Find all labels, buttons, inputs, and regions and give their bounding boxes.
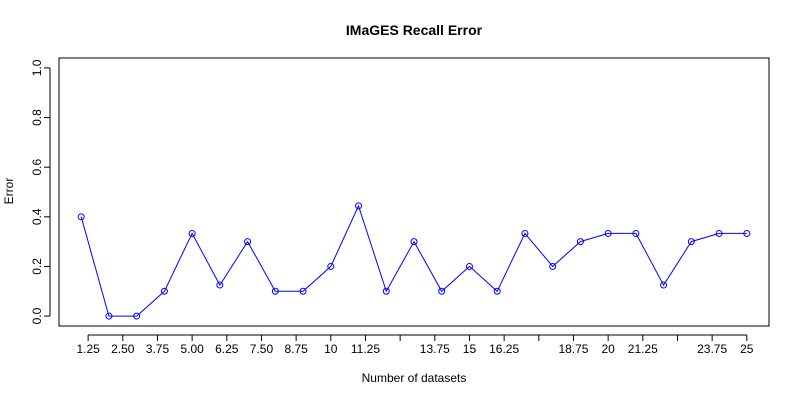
- x-axis: 1.25 2.50 3.75 5.00 6.25 7.50 8.75 10 11.25 13.75…: [76, 334, 754, 356]
- chart-title: IMaGES Recall Error: [346, 22, 483, 38]
- y-tick-label: 0.6: [30, 159, 44, 176]
- x-tick-label: 15: [463, 342, 477, 356]
- data-point: [216, 281, 224, 289]
- data-point: [632, 229, 640, 237]
- data-point: [410, 238, 418, 246]
- x-tick-label: 11.25: [351, 342, 380, 356]
- y-axis: 0.0 0.2 0.4 0.6 0.8 1.0: [30, 59, 51, 324]
- y-tick-label: 1.0: [30, 59, 44, 76]
- data-point: [77, 213, 85, 221]
- x-tick-label: 25: [740, 342, 754, 356]
- x-tick-label: 5.00: [180, 342, 204, 356]
- data-point: [160, 287, 168, 295]
- data-point: [271, 287, 279, 295]
- data-point: [188, 229, 196, 237]
- x-tick-label: 7.50: [250, 342, 274, 356]
- y-axis-label: Error: [2, 178, 16, 205]
- x-tick-label: 2.50: [111, 342, 135, 356]
- data-point: [355, 202, 363, 210]
- data-point: [660, 281, 668, 289]
- x-axis-label: Number of datasets: [362, 371, 467, 385]
- data-point: [299, 287, 307, 295]
- data-point: [604, 229, 612, 237]
- y-tick-label: 0.8: [30, 109, 44, 126]
- x-tick-label: 16.25: [489, 342, 519, 356]
- data-point: [465, 262, 473, 270]
- x-tick-label: 6.25: [215, 342, 239, 356]
- y-tick-label: 0.2: [30, 258, 44, 275]
- x-tick-label: 3.75: [146, 342, 170, 356]
- data-point: [133, 312, 141, 320]
- data-point: [549, 262, 557, 270]
- x-tick-label: 18.75: [558, 342, 588, 356]
- series-line: [80, 204, 747, 317]
- data-point: [687, 238, 695, 246]
- x-tick-label: 8.75: [284, 342, 308, 356]
- y-tick-label: 0.4: [30, 208, 44, 225]
- x-tick-label: 23.75: [697, 342, 727, 356]
- x-tick-label: 10: [324, 342, 338, 356]
- series-group: [77, 202, 751, 320]
- data-point: [493, 287, 501, 295]
- data-point: [743, 229, 751, 237]
- data-point: [715, 229, 723, 237]
- y-tick-label: 0.0: [30, 307, 44, 324]
- data-point: [521, 229, 529, 237]
- data-point: [438, 287, 446, 295]
- data-point: [382, 287, 390, 295]
- data-point: [105, 312, 113, 320]
- data-point: [327, 262, 335, 270]
- data-point: [244, 238, 252, 246]
- x-tick-label: 21.25: [628, 342, 658, 356]
- x-tick-label: 20: [601, 342, 615, 356]
- plot-frame: [58, 57, 770, 327]
- x-tick-label: 1.25: [76, 342, 100, 356]
- data-point: [576, 238, 584, 246]
- x-tick-label: 13.75: [420, 342, 450, 356]
